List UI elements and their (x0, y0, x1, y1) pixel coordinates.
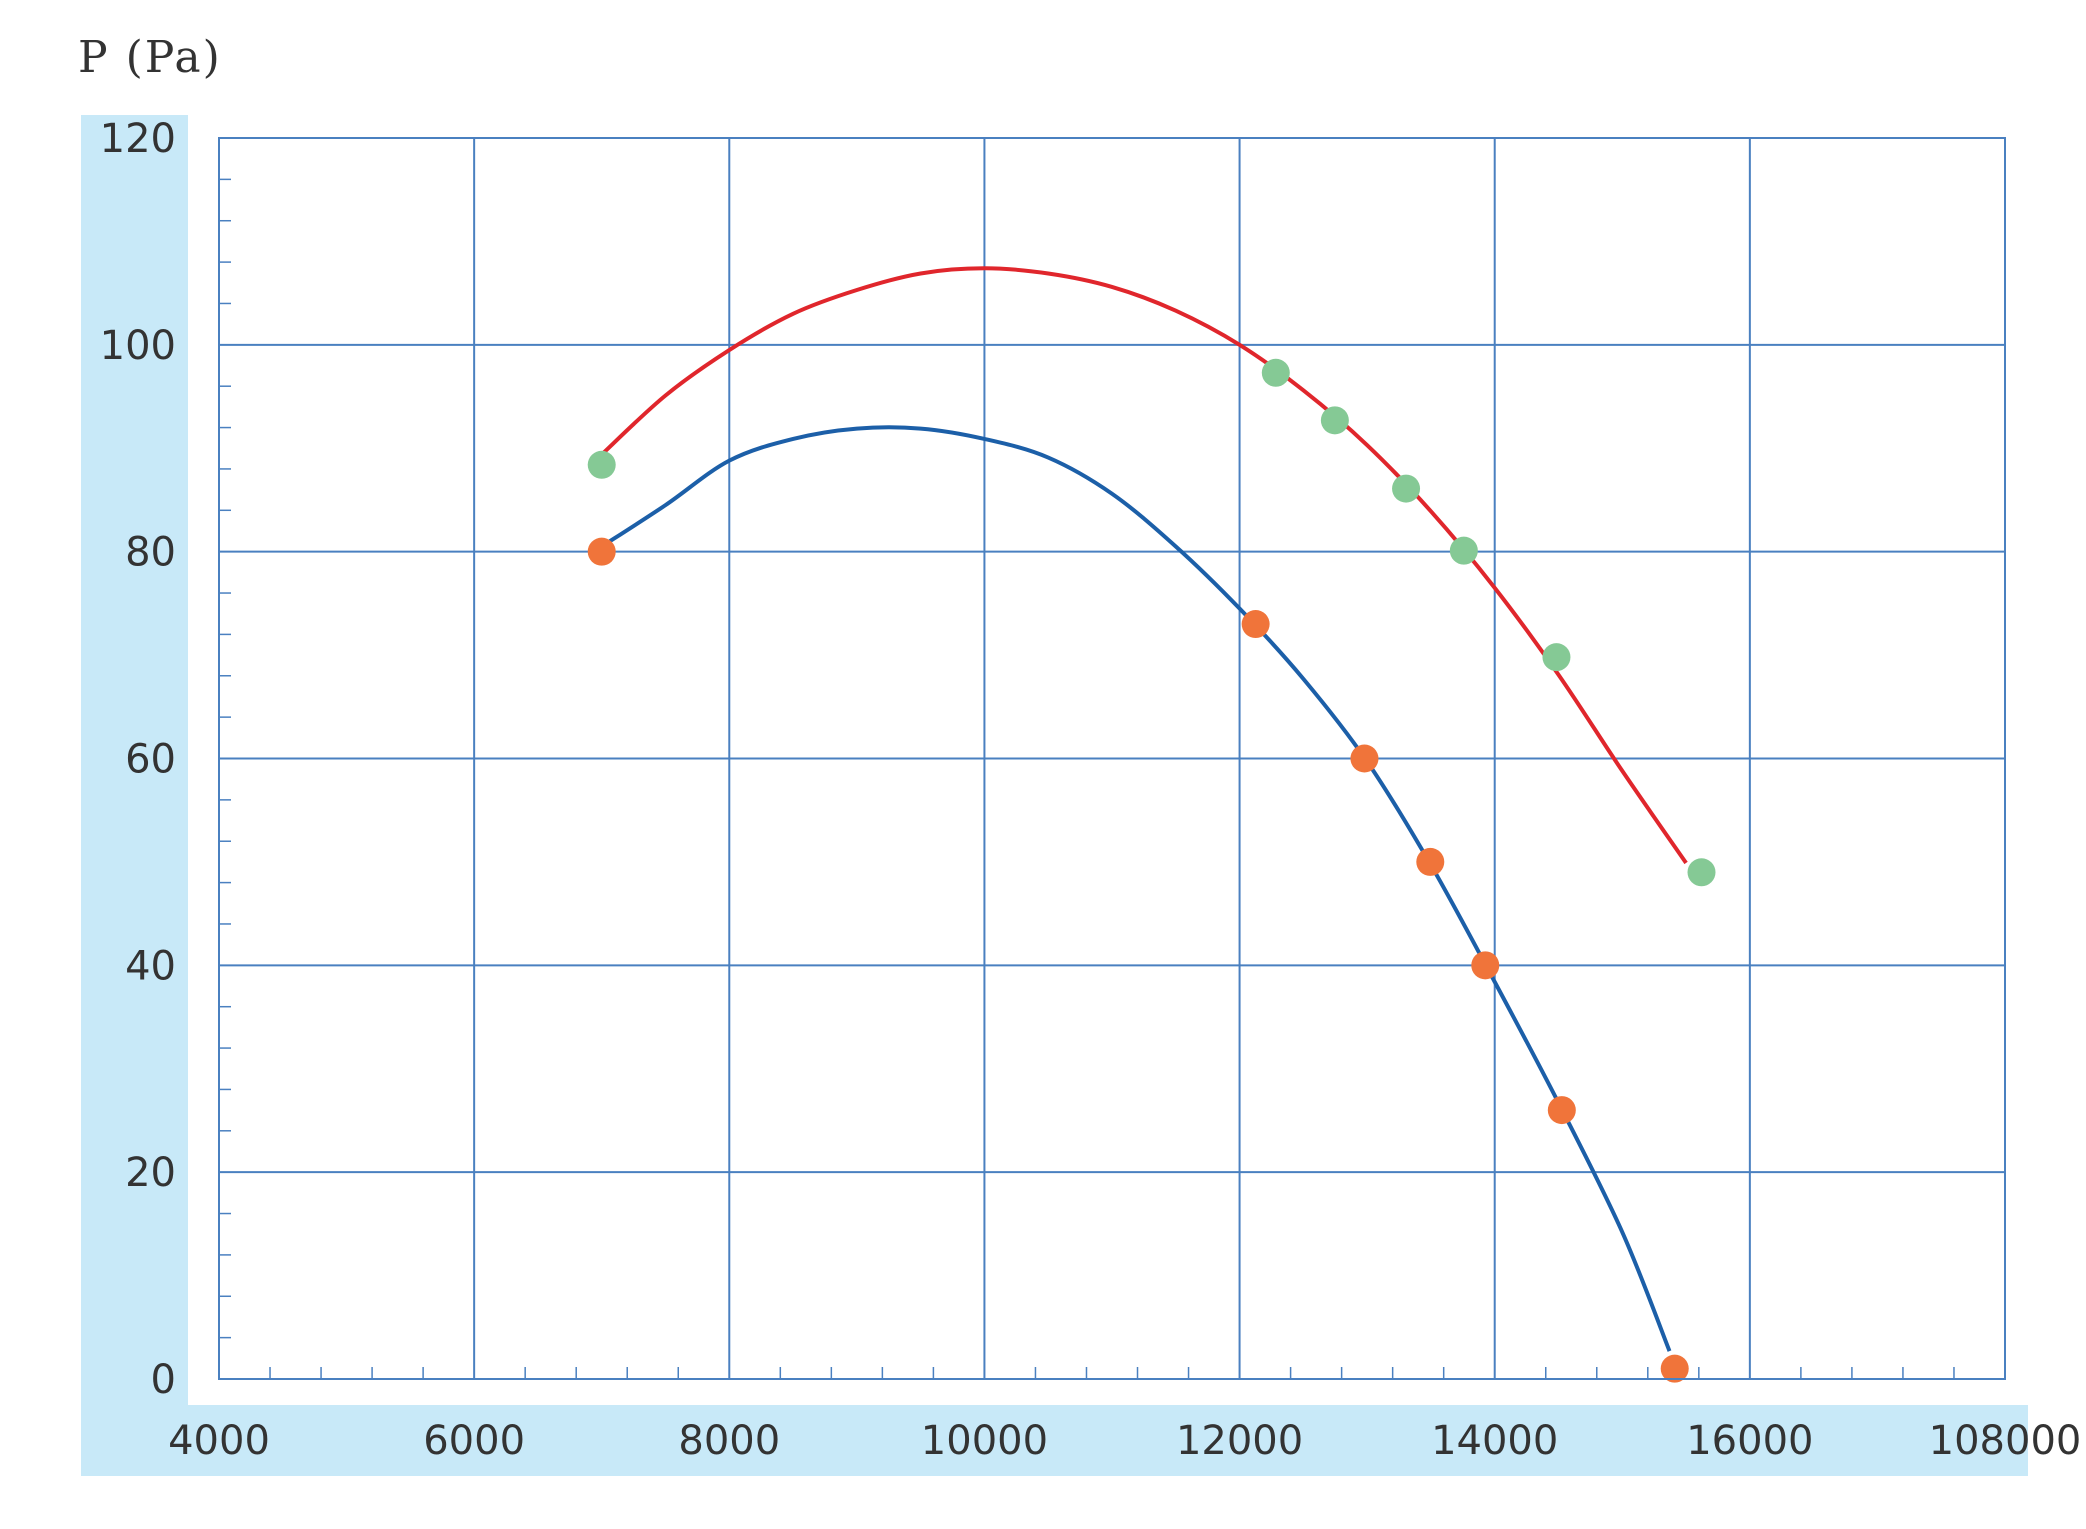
x-tick-label: 6000 (423, 1418, 525, 1464)
y-tick-label: 60 (125, 737, 176, 783)
y-axis-label: P (Pa) (78, 32, 222, 83)
marker (1261, 358, 1290, 387)
x-tick-label: 16000 (1686, 1418, 1813, 1464)
axis-band (81, 1405, 2028, 1476)
plot-border (218, 137, 2006, 1380)
marker (1320, 406, 1349, 435)
marker (1687, 858, 1716, 887)
x-tick-label: 4000 (168, 1418, 270, 1464)
y-tick-label: 120 (100, 116, 176, 162)
marker (1542, 643, 1571, 672)
x-tick-label: 12000 (1176, 1418, 1303, 1464)
marker (1392, 474, 1421, 503)
marker (1449, 536, 1478, 565)
marker (1350, 744, 1379, 773)
y-tick-label: 0 (151, 1357, 176, 1403)
x-tick-label: 8000 (678, 1418, 780, 1464)
y-tick-label: 20 (125, 1150, 176, 1196)
y-tick-label: 100 (100, 323, 176, 369)
marker (587, 537, 616, 566)
marker (1547, 1096, 1576, 1125)
x-tick-label: 108000 (1929, 1418, 2082, 1464)
curve (600, 425, 1672, 1352)
y-tick-label: 40 (125, 943, 176, 989)
x-tick-label: 14000 (1431, 1418, 1558, 1464)
x-tick-label: 10000 (921, 1418, 1048, 1464)
marker (1660, 1354, 1689, 1383)
y-tick-label: 80 (125, 530, 176, 576)
marker (1471, 951, 1500, 980)
curve (600, 266, 1688, 865)
axis-band (81, 115, 188, 1476)
marker (1241, 610, 1270, 639)
marker (1416, 847, 1445, 876)
marker (587, 450, 616, 479)
